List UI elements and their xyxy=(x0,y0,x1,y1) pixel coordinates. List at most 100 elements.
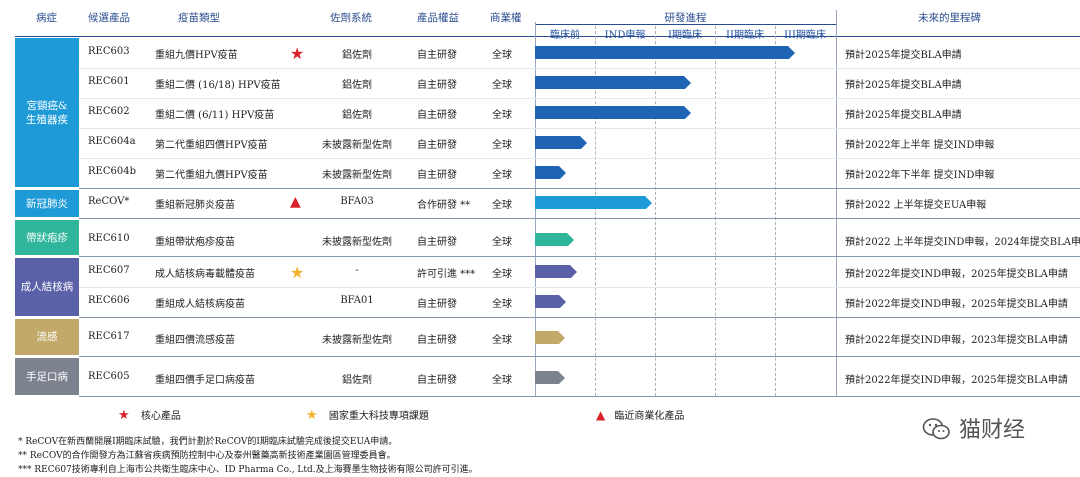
vaccine-type: 重組二價 (16/18) HPV疫苗 xyxy=(155,80,281,91)
disease-covid: 新冠肺炎 xyxy=(15,190,79,217)
candidate-code: REC604a xyxy=(88,136,136,147)
milestone: 預計2022 上半年提交IND申報，2024年提交BLA申請 xyxy=(845,237,1080,248)
vaccine-type: 重組帶狀疱疹疫苗 xyxy=(155,237,235,248)
commercial-rights: 全球 xyxy=(492,140,512,151)
legend-label: 國家重大科技專項課題 xyxy=(328,411,429,422)
product-rights: 自主研發 xyxy=(417,299,457,310)
header-candidate: 候選產品 xyxy=(88,12,130,24)
product-rights: 合作研發 ** xyxy=(417,200,471,211)
star-icon: ★ xyxy=(290,263,305,282)
phase-preclinical: 臨床前 xyxy=(550,30,580,41)
header-vaccine-type: 疫苗類型 xyxy=(178,12,220,24)
milestone: 預計2022年提交IND申報，2025年提交BLA申請 xyxy=(845,269,1068,280)
product-rights: 自主研發 xyxy=(417,375,457,386)
star-icon: ★ xyxy=(290,44,305,63)
milestone: 預計2025年提交BLA申請 xyxy=(845,110,962,121)
adjuvant: 鋁佐劑 xyxy=(342,50,372,61)
footnote-2: ** ReCOV的合作開發方為江蘇省疾病預防控制中心及泰州醫藥高新技術產業園區管… xyxy=(18,451,396,461)
progress-title: 研發進程 xyxy=(664,12,707,24)
commercial-rights: 全球 xyxy=(492,50,512,61)
legend-core: ★ 核心產品 xyxy=(118,407,181,423)
phase-3: III期臨床 xyxy=(784,30,826,41)
triangle-icon: ▲ xyxy=(290,194,301,210)
progress-bar xyxy=(535,166,566,179)
vaccine-type: 重組新冠肺炎疫苗 xyxy=(155,200,235,211)
milestone: 預計2025年提交BLA申請 xyxy=(845,50,962,61)
candidate-code: REC617 xyxy=(88,331,130,342)
adjuvant: 未披露新型佐劑 xyxy=(322,140,392,151)
progress-bar xyxy=(535,76,691,89)
milestone: 預計2022年提交IND申報，2025年提交BLA申請 xyxy=(845,299,1068,310)
product-rights: 自主研發 xyxy=(417,80,457,91)
milestone: 預計2025年提交BLA申請 xyxy=(845,80,962,91)
legend-commercial: ▲ 臨近商業化產品 xyxy=(596,407,684,422)
candidate-code: REC610 xyxy=(88,233,130,244)
progress-bar xyxy=(535,265,577,278)
disease-flu: 流感 xyxy=(15,319,79,355)
candidate-code: REC606 xyxy=(88,295,130,306)
header-rights: 產品權益 xyxy=(417,12,459,24)
progress-bar xyxy=(535,371,565,384)
product-rights: 自主研發 xyxy=(417,140,457,151)
product-rights: 自主研發 xyxy=(417,50,457,61)
product-rights: 自主研發 xyxy=(417,170,457,181)
commercial-rights: 全球 xyxy=(492,170,512,181)
phase-1: I期臨床 xyxy=(668,30,702,41)
vaccine-type: 第二代重組四價HPV疫苗 xyxy=(155,140,268,151)
triangle-icon: ▲ xyxy=(596,408,606,422)
commercial-rights: 全球 xyxy=(492,237,512,248)
candidate-code: REC605 xyxy=(88,371,130,382)
wechat-icon xyxy=(922,418,950,440)
disease-tb: 成人結核病 xyxy=(15,258,79,316)
commercial-rights: 全球 xyxy=(492,80,512,91)
progress-bar xyxy=(535,331,565,344)
disease-hfmd: 手足口病 xyxy=(15,358,79,395)
disease-cervical: 宮頸癌& 生殖器疾 xyxy=(15,38,79,187)
vaccine-type: 第二代重組九價HPV疫苗 xyxy=(155,170,268,181)
watermark: 猫财经 xyxy=(922,412,1025,444)
commercial-rights: 全球 xyxy=(492,375,512,386)
product-rights: 自主研發 xyxy=(417,335,457,346)
phase-ind: IND申報 xyxy=(604,30,646,41)
adjuvant: 鋁佐劑 xyxy=(342,375,372,386)
progress-header: 研發進程 臨床前 IND申報 I期臨床 II期臨床 III期臨床 xyxy=(535,8,836,41)
legend-label: 核心產品 xyxy=(140,411,181,422)
milestone: 預計2022年上半年 提交IND申報 xyxy=(845,140,995,151)
product-rights: 自主研發 xyxy=(417,237,457,248)
star-icon: ★ xyxy=(118,408,130,423)
adjuvant: BFA01 xyxy=(340,295,374,306)
progress-bar xyxy=(535,106,691,119)
phase-2: II期臨床 xyxy=(726,30,764,41)
header-adjuvant: 佐劑系統 xyxy=(330,12,372,24)
progress-bar xyxy=(535,46,795,59)
milestone: 預計2022年提交IND申報，2025年提交BLA申請 xyxy=(845,375,1068,386)
vaccine-type: 重組二價 (6/11) HPV疫苗 xyxy=(155,110,275,121)
adjuvant: 鋁佐劑 xyxy=(342,110,372,121)
progress-bar xyxy=(535,295,566,308)
milestone: 預計2022年下半年 提交IND申報 xyxy=(845,170,995,181)
vaccine-type: 重組四價流感疫苗 xyxy=(155,335,235,346)
header-disease: 病症 xyxy=(36,12,57,24)
candidate-code: REC602 xyxy=(88,106,130,117)
candidate-code: REC607 xyxy=(88,265,130,276)
adjuvant: - xyxy=(355,265,359,276)
progress-bar xyxy=(535,233,574,246)
vaccine-type: 重組九價HPV疫苗 xyxy=(155,50,238,61)
header-milestone: 未來的里程碑 xyxy=(918,12,981,24)
candidate-code: ReCOV* xyxy=(88,196,130,207)
adjuvant: 未披露新型佐劑 xyxy=(322,335,392,346)
candidate-code: REC604b xyxy=(88,166,136,177)
progress-bar xyxy=(535,196,652,209)
product-rights: 自主研發 xyxy=(417,110,457,121)
adjuvant: 未披露新型佐劑 xyxy=(322,170,392,181)
adjuvant: BFA03 xyxy=(340,196,374,207)
candidate-code: REC601 xyxy=(88,76,130,87)
vaccine-type: 重組成人結核病疫苗 xyxy=(155,299,245,310)
commercial-rights: 全球 xyxy=(492,269,512,280)
footnote-3: *** REC607技術專利自上海市公共衛生臨床中心、ID Pharma Co.… xyxy=(18,465,478,475)
commercial-rights: 全球 xyxy=(492,299,512,310)
commercial-rights: 全球 xyxy=(492,200,512,211)
milestone: 預計2022年提交IND申報，2023年提交BLA申請 xyxy=(845,335,1068,346)
legend-label: 臨近商業化產品 xyxy=(614,411,685,422)
vaccine-type: 成人結核病毒載體疫苗 xyxy=(155,269,255,280)
